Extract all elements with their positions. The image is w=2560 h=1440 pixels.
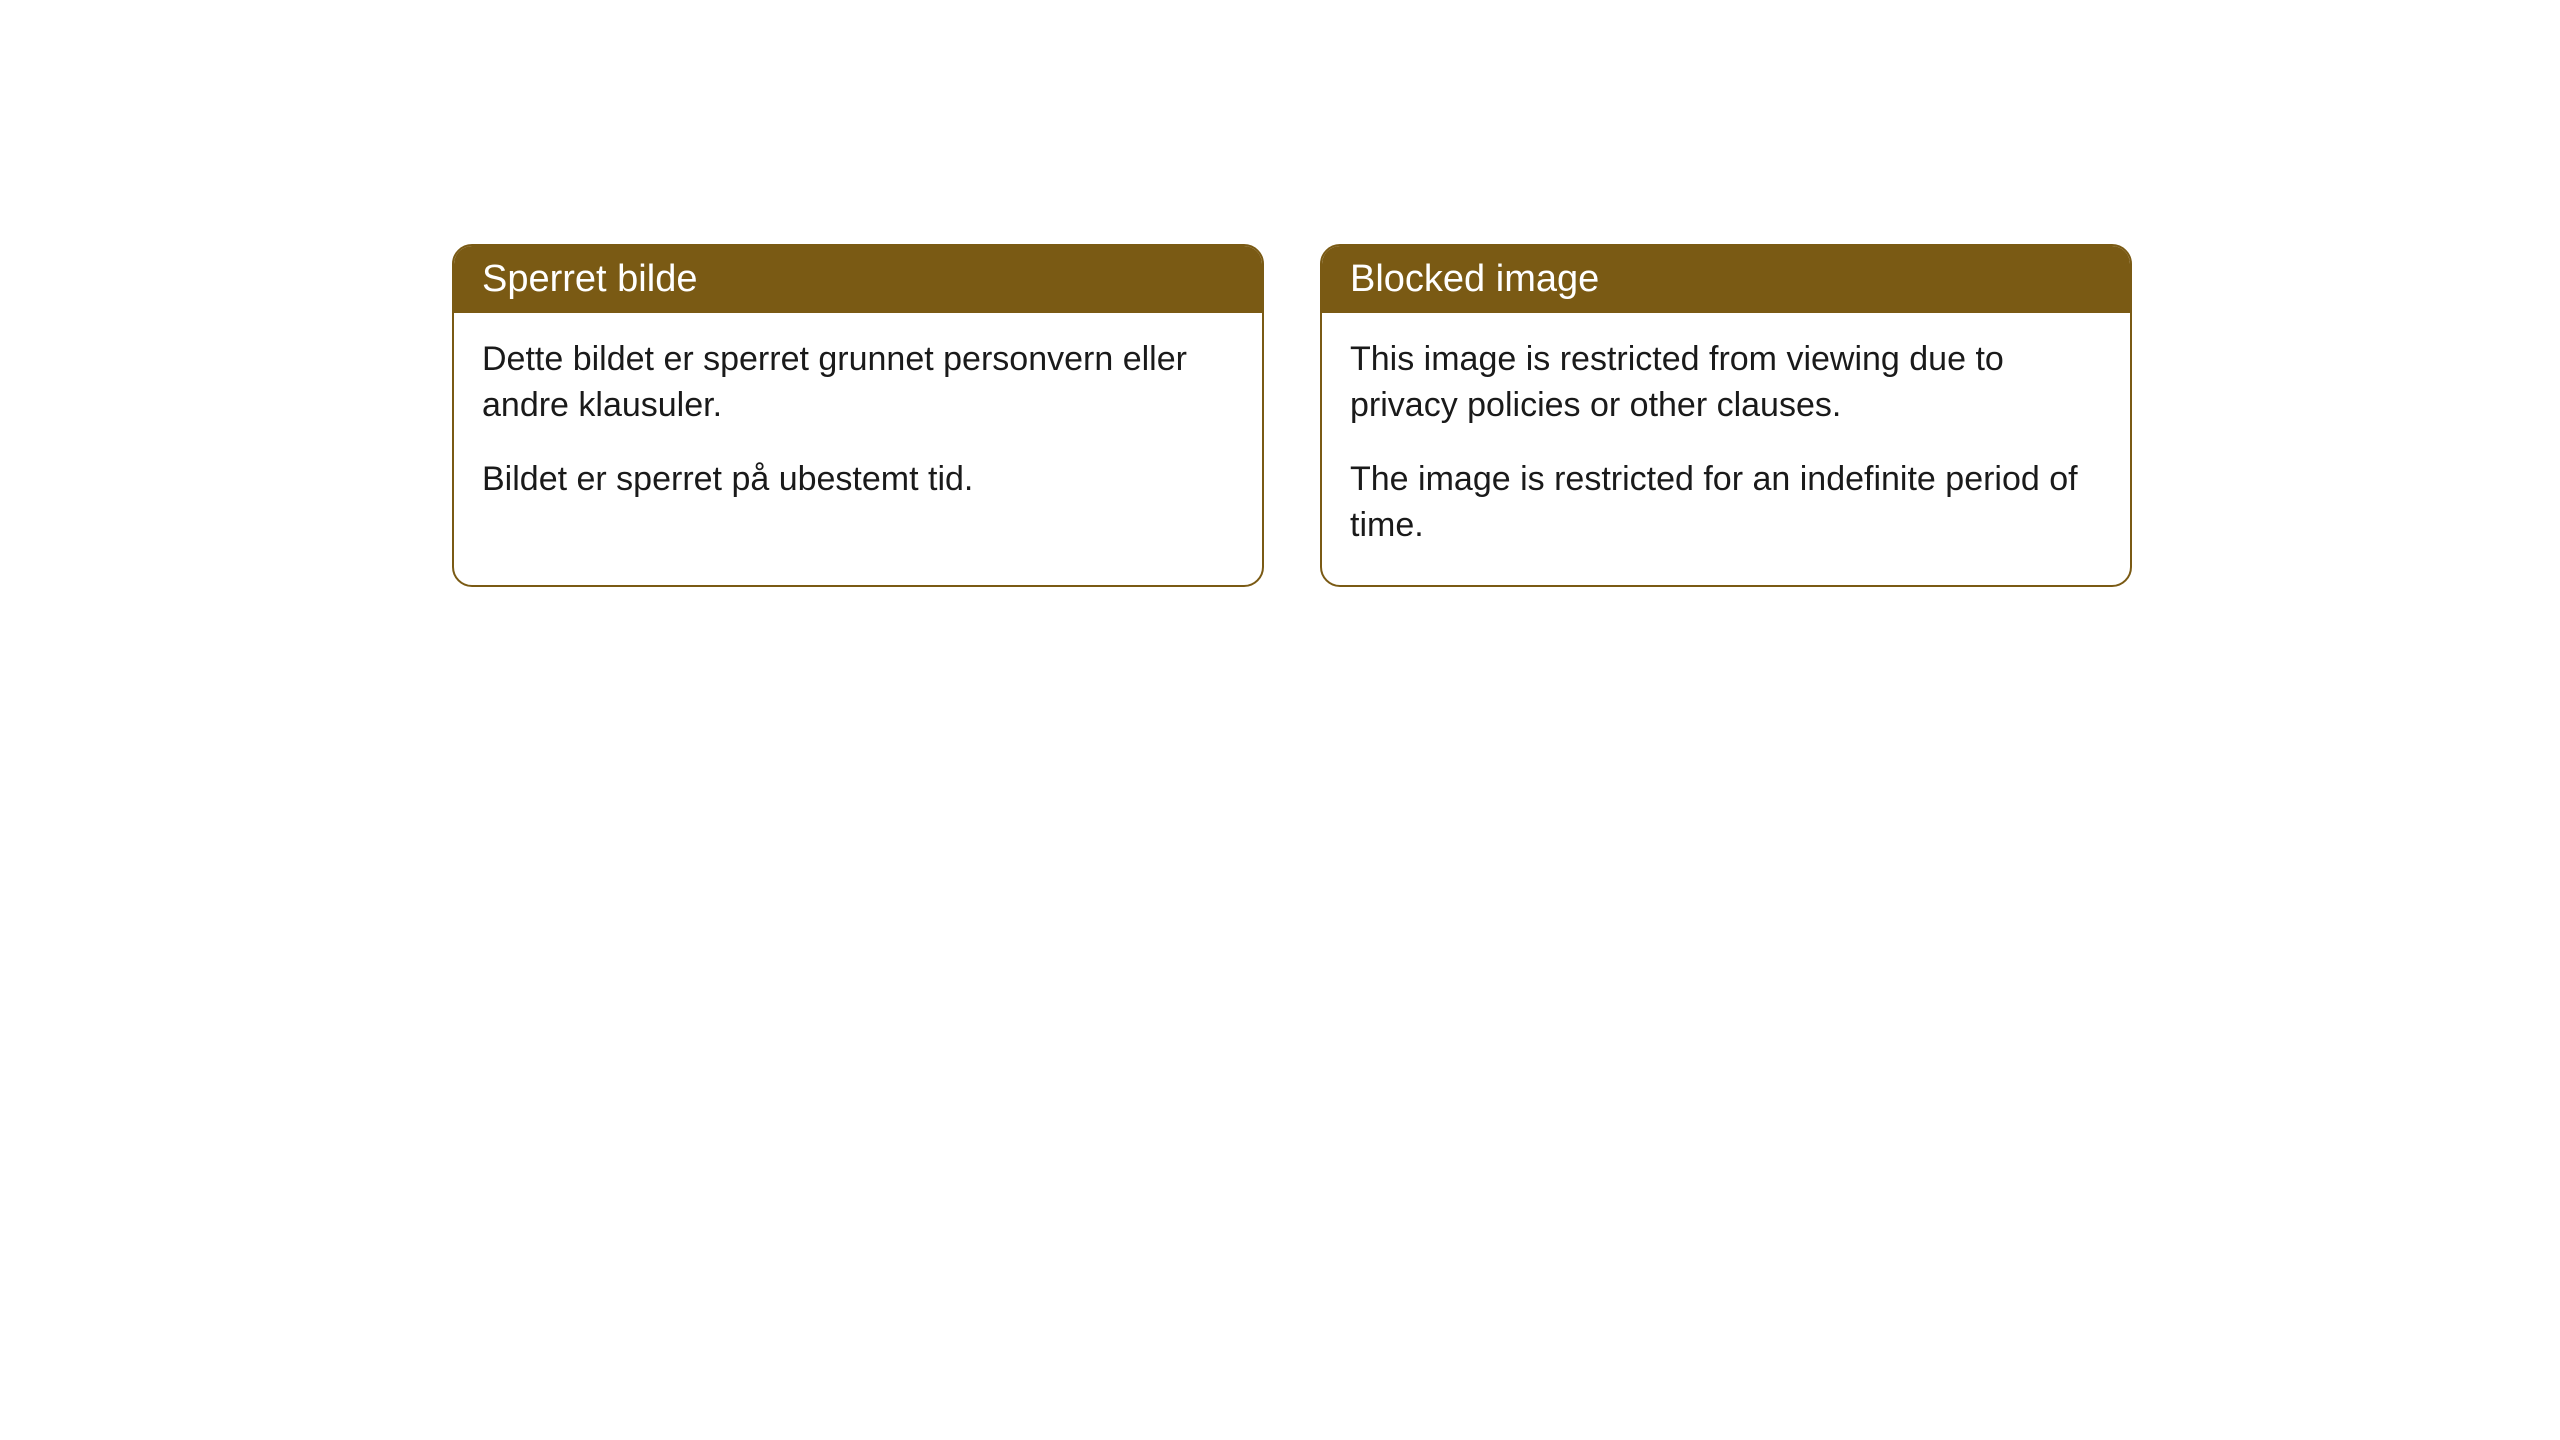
blocked-image-card-norwegian: Sperret bilde Dette bildet er sperret gr… — [452, 244, 1264, 587]
card-header-english: Blocked image — [1322, 246, 2130, 313]
card-paragraph: The image is restricted for an indefinit… — [1350, 457, 2102, 549]
notice-cards-container: Sperret bilde Dette bildet er sperret gr… — [452, 244, 2132, 587]
card-body-english: This image is restricted from viewing du… — [1322, 313, 2130, 585]
card-paragraph: Bildet er sperret på ubestemt tid. — [482, 457, 1234, 503]
card-title: Sperret bilde — [482, 258, 697, 300]
card-paragraph: Dette bildet er sperret grunnet personve… — [482, 337, 1234, 429]
card-paragraph: This image is restricted from viewing du… — [1350, 337, 2102, 429]
card-body-norwegian: Dette bildet er sperret grunnet personve… — [454, 313, 1262, 539]
card-header-norwegian: Sperret bilde — [454, 246, 1262, 313]
blocked-image-card-english: Blocked image This image is restricted f… — [1320, 244, 2132, 587]
card-title: Blocked image — [1350, 258, 1599, 300]
